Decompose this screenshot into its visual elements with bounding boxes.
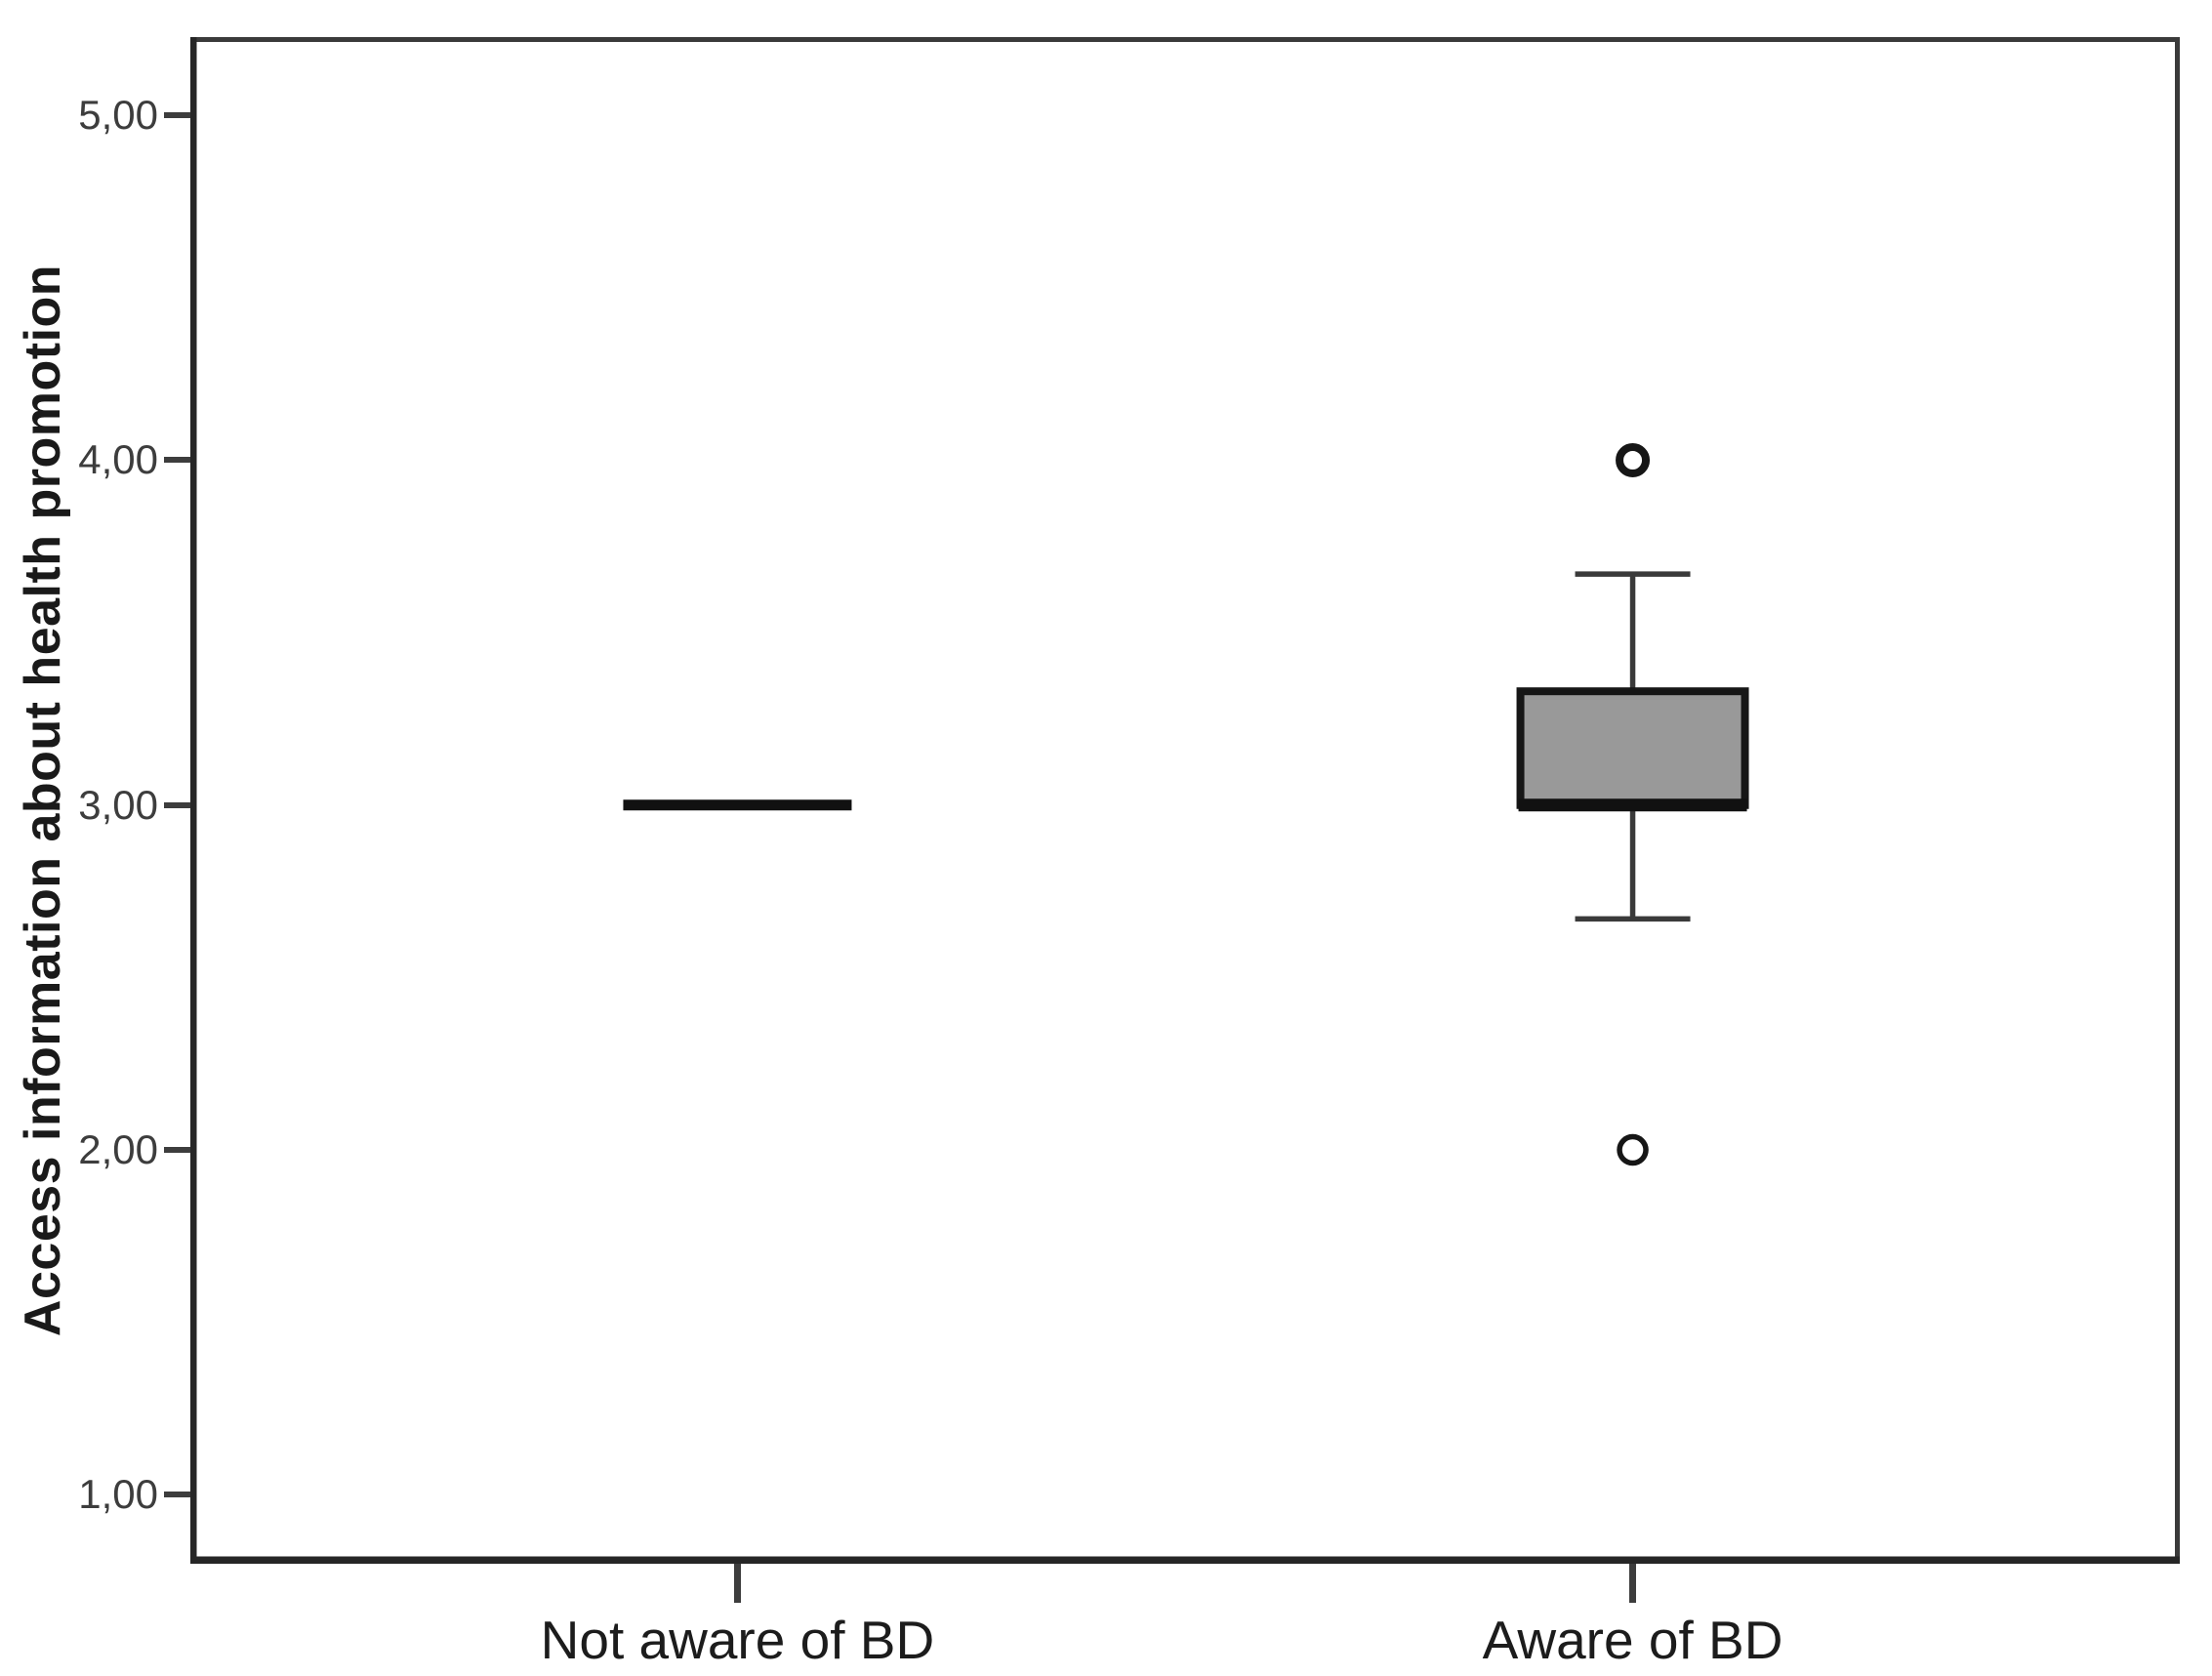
y-tick-mark (164, 457, 190, 464)
y-tick-label: 5,00 (78, 92, 158, 139)
outlier-point (1616, 442, 1651, 477)
y-tick-label: 2,00 (78, 1126, 158, 1173)
y-tick-mark (164, 1147, 190, 1154)
plot-area (190, 37, 2180, 1564)
plot-frame (190, 37, 2180, 1564)
box (1516, 687, 1749, 809)
boxplot-canvas (190, 37, 2180, 1564)
x-category-label: Not aware of BD (540, 1610, 935, 1670)
y-tick-mark (164, 801, 190, 808)
x-tick-mark (1629, 1564, 1637, 1603)
y-tick-label: 4,00 (78, 436, 158, 483)
outlier-point (1617, 1133, 1649, 1166)
y-tick-mark (164, 1492, 190, 1498)
x-tick-mark (733, 1564, 741, 1603)
x-category-label: Aware of BD (1482, 1610, 1783, 1670)
y-tick-mark (164, 112, 190, 119)
y-tick-label: 1,00 (78, 1471, 158, 1518)
y-tick-label: 3,00 (78, 781, 158, 828)
